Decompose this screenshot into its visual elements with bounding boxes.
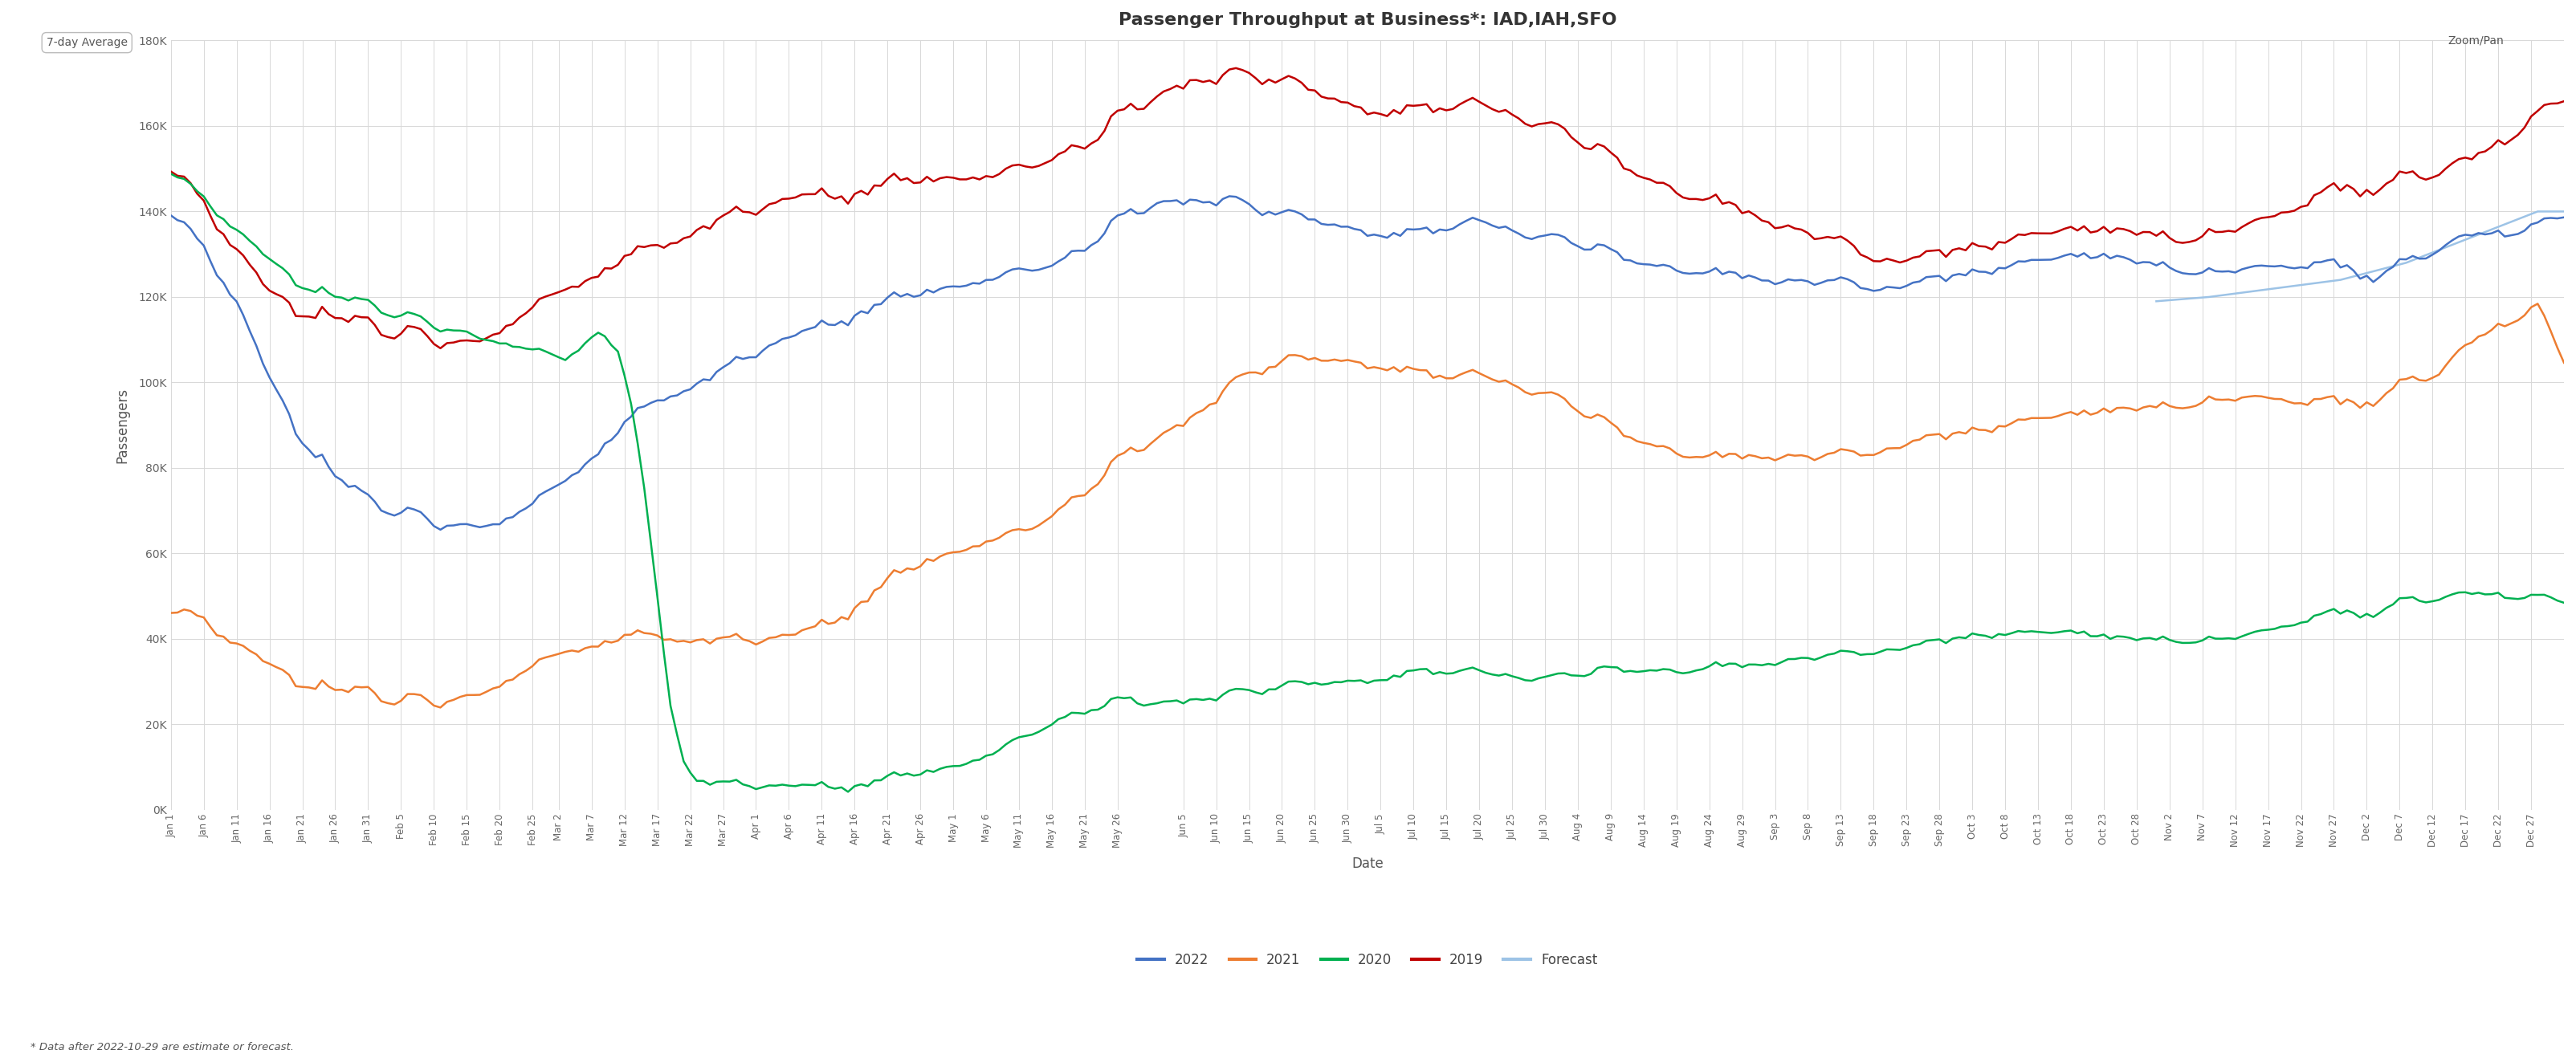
2021	[2548, 357, 2576, 369]
2022	[155, 209, 185, 222]
2019	[155, 165, 185, 178]
2019	[1128, 103, 1159, 115]
Line: Forecast: Forecast	[2156, 212, 2563, 302]
Title: Passenger Throughput at Business*: IAD,IAH,SFO: Passenger Throughput at Business*: IAD,I…	[1118, 12, 1618, 29]
2020	[2548, 597, 2576, 609]
2020	[1115, 691, 1146, 704]
2019	[425, 342, 456, 354]
2022	[1213, 189, 1244, 202]
2022	[1115, 203, 1146, 216]
2022	[2221, 267, 2251, 279]
2021	[2213, 394, 2244, 406]
Line: 2021: 2021	[170, 304, 2563, 708]
2022	[667, 385, 698, 398]
Legend: 2022, 2021, 2020, 2019, Forecast: 2022, 2021, 2020, 2019, Forecast	[1131, 947, 1602, 972]
2021	[1115, 441, 1146, 454]
2020	[2213, 632, 2244, 644]
2020	[814, 781, 845, 794]
2019	[2221, 225, 2251, 238]
2019	[1221, 61, 1252, 74]
2021	[2442, 344, 2473, 357]
Forecast	[2208, 289, 2239, 302]
2021	[425, 701, 456, 714]
2020	[662, 729, 693, 742]
2020	[155, 167, 185, 180]
2021	[155, 606, 185, 619]
2020	[1128, 699, 1159, 712]
Forecast	[2437, 238, 2468, 251]
2019	[667, 232, 698, 244]
2020	[2442, 586, 2473, 599]
Text: 7-day Average: 7-day Average	[46, 37, 126, 49]
Text: Zoom/Pan: Zoom/Pan	[2447, 35, 2504, 47]
2022	[2548, 211, 2576, 223]
X-axis label: Date: Date	[1352, 857, 1383, 872]
2019	[2548, 95, 2576, 108]
2022	[2450, 229, 2481, 241]
2022	[819, 318, 850, 331]
2021	[2522, 297, 2553, 310]
2019	[1115, 97, 1146, 110]
2021	[667, 635, 698, 647]
2022	[425, 524, 456, 536]
Line: 2020: 2020	[170, 174, 2563, 791]
Text: * Data after 2022-10-29 are estimate or forecast.: * Data after 2022-10-29 are estimate or …	[31, 1042, 294, 1053]
2021	[819, 616, 850, 628]
2019	[819, 193, 850, 205]
2022	[1128, 206, 1159, 219]
Line: 2022: 2022	[170, 196, 2563, 530]
2019	[2450, 151, 2481, 164]
Line: 2019: 2019	[170, 68, 2563, 348]
2021	[1128, 443, 1159, 456]
2020	[832, 785, 863, 798]
Y-axis label: Passengers: Passengers	[116, 387, 129, 463]
Forecast	[2548, 205, 2576, 218]
